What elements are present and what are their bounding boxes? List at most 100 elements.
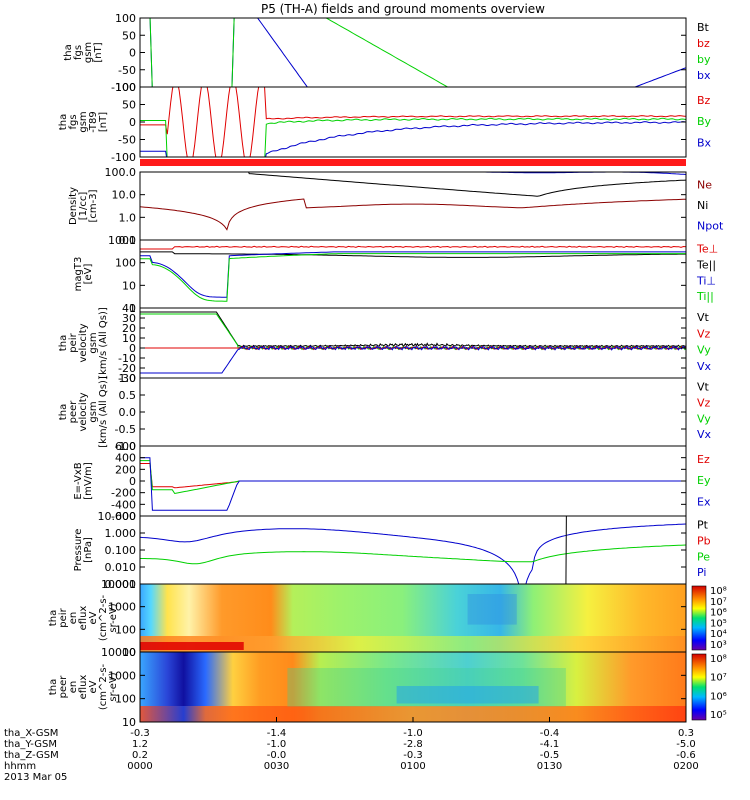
y-tick-label: -400 bbox=[111, 498, 136, 511]
y-axis-label: thapeervelocitygsm[km/s (All Qs)] bbox=[58, 376, 109, 448]
y-tick-label: 1 bbox=[129, 302, 136, 315]
y-axis-label-line: eflux bbox=[78, 675, 89, 700]
y-tick-label: 10000 bbox=[101, 578, 136, 591]
y-axis-label-line: Pressure bbox=[73, 529, 84, 572]
colorbar bbox=[691, 653, 707, 721]
y-tick-label: 50 bbox=[122, 29, 136, 42]
ephemeris-value: -2.8 bbox=[403, 739, 423, 750]
series-ne-line bbox=[140, 198, 686, 231]
y-axis-label-line: gsm bbox=[83, 42, 94, 63]
panel-traces bbox=[140, 172, 686, 231]
y-axis-label: magT3[eV] bbox=[73, 257, 94, 292]
legend-entry: Ex bbox=[697, 495, 711, 508]
series-by-line bbox=[149, 18, 449, 87]
series-ni-line bbox=[248, 172, 686, 197]
y-tick-label: 10 bbox=[122, 716, 136, 729]
y-axis-label-line: [nT] bbox=[93, 42, 104, 62]
spectrogram-feature bbox=[467, 594, 517, 625]
y-axis-label-line: (cm^2-s- bbox=[98, 663, 109, 710]
panel-frame bbox=[139, 239, 687, 309]
legend-entry: bz bbox=[697, 37, 710, 50]
y-axis-label-line: eV bbox=[88, 680, 99, 693]
y-tick-label: 50 bbox=[122, 99, 136, 112]
series-pt-line bbox=[565, 516, 567, 584]
legend-entry: bx bbox=[697, 69, 711, 82]
ephemeris-value: -0.0 bbox=[267, 750, 287, 761]
ephemeris-value: -0.6 bbox=[676, 750, 696, 761]
legend-entry: Te⊥ bbox=[696, 243, 718, 256]
series-ti-par-line bbox=[140, 253, 686, 302]
y-tick-label: -10 bbox=[118, 352, 136, 365]
ephemeris-value: 0000 bbox=[127, 761, 152, 772]
ephemeris-value: -1.4 bbox=[267, 728, 287, 739]
y-axis-label: thapeirenefluxeV(cm^2-s-sr-eV) bbox=[48, 594, 119, 641]
colorbar-label: 10⁵ bbox=[710, 618, 727, 629]
y-tick-label: 1000 bbox=[108, 601, 136, 614]
y-axis-label-line: gsm bbox=[88, 401, 99, 422]
y-tick-label: 100 bbox=[115, 623, 136, 636]
y-tick-label: 400 bbox=[115, 452, 136, 465]
y-axis-label-line: tha bbox=[48, 679, 59, 695]
ephemeris-value: -0.3 bbox=[403, 750, 423, 761]
y-axis-label: thafgsgsm-T89[nT] bbox=[58, 111, 109, 133]
y-tick-label: 0.1 bbox=[119, 234, 137, 247]
spectrogram-feature bbox=[396, 686, 539, 704]
y-axis-label-line: gsm bbox=[78, 111, 89, 132]
ephemeris-value: 0130 bbox=[537, 761, 562, 772]
y-axis-label-line: [km/s (All Qs)] bbox=[98, 307, 109, 379]
y-tick-label: 200 bbox=[115, 463, 136, 476]
y-axis-label-line: [nPa] bbox=[83, 537, 94, 563]
ephemeris-value: -1.0 bbox=[403, 728, 423, 739]
data-flag-bar bbox=[140, 159, 686, 166]
ephemeris-value: 0.3 bbox=[678, 728, 694, 739]
series-pe-line bbox=[140, 544, 686, 565]
y-axis-label: thapeerenefluxeV(cm^2-s-sr-eV) bbox=[48, 663, 119, 710]
y-axis-label-line: tha bbox=[58, 114, 69, 130]
series-bx-line bbox=[140, 121, 686, 157]
y-axis-label-line: [km/s (All Qs)] bbox=[98, 376, 109, 448]
y-tick-label: 10 bbox=[122, 646, 136, 659]
ephemeris-row-label: tha_X-GSM bbox=[4, 728, 58, 739]
colorbar-label: 10⁷ bbox=[710, 597, 727, 608]
y-tick-label: 1.0 bbox=[119, 372, 137, 385]
series-pi-line bbox=[140, 523, 686, 584]
y-tick-label: -100 bbox=[111, 81, 136, 94]
legend-entry: Vz bbox=[697, 327, 711, 340]
y-tick-label: 0.001 bbox=[105, 578, 137, 591]
y-axis-label-line: eflux bbox=[78, 606, 89, 631]
y-axis-label-line: (cm^2-s- bbox=[98, 594, 109, 641]
y-axis-label: thafgsgsm[nT] bbox=[63, 42, 104, 63]
y-tick-label: -20 bbox=[118, 362, 136, 375]
legend-entry: Ey bbox=[697, 474, 711, 487]
y-axis-label-line: en bbox=[68, 612, 79, 625]
y-tick-label: 600 bbox=[115, 440, 136, 453]
ephemeris-value: -4.1 bbox=[540, 739, 560, 750]
series-te-perp-line bbox=[140, 245, 686, 250]
panel-frame bbox=[139, 17, 687, 88]
y-axis-label-line: peer bbox=[58, 675, 69, 699]
y-tick-label: -0.5 bbox=[115, 423, 136, 436]
y-axis-label-line: sr-eV) bbox=[108, 672, 119, 701]
spectrogram-feature bbox=[140, 642, 244, 650]
legend-entry: Pb bbox=[697, 534, 711, 547]
ephemeris-value: 0200 bbox=[673, 761, 698, 772]
y-axis-label-line: en bbox=[68, 681, 79, 694]
series-te-par-line bbox=[140, 251, 686, 258]
legend-entry: Ti|| bbox=[696, 290, 714, 303]
ephemeris-row-label: hhmm bbox=[4, 761, 36, 772]
ephemeris-value: 0030 bbox=[264, 761, 289, 772]
ephemeris-value: -0.5 bbox=[540, 750, 560, 761]
y-axis-label-line: magT3 bbox=[73, 257, 84, 292]
y-axis-label-line: -T89 bbox=[88, 111, 99, 133]
y-tick-label: 20 bbox=[122, 322, 136, 335]
y-tick-label: -30 bbox=[118, 372, 136, 385]
series-ey-line bbox=[140, 460, 686, 495]
series-ex-line bbox=[140, 457, 686, 511]
panel-frame bbox=[139, 171, 687, 241]
panel-traces bbox=[140, 245, 686, 302]
y-axis-label-line: [eV] bbox=[83, 264, 94, 285]
colorbar-label: 10⁸ bbox=[710, 654, 727, 665]
legend-entry: Pe bbox=[697, 550, 710, 563]
y-tick-label: 10000 bbox=[101, 646, 136, 659]
